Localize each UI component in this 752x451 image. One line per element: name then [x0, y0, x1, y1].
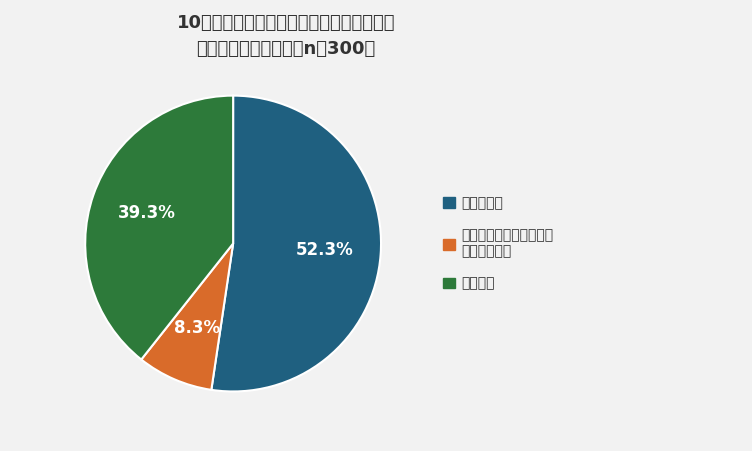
Wedge shape: [141, 244, 233, 390]
Wedge shape: [211, 96, 381, 391]
Text: 39.3%: 39.3%: [117, 204, 175, 222]
Wedge shape: [85, 96, 233, 359]
Text: 8.3%: 8.3%: [174, 319, 220, 337]
Legend: 知っている, いくら引き上げられるか
も知っている, 知らない: 知っている, いくら引き上げられるか も知っている, 知らない: [444, 196, 553, 291]
Text: 52.3%: 52.3%: [296, 241, 353, 259]
Text: 10月より最低賃金が引き上げられることを
知っていますか？　（n＝300）: 10月より最低賃金が引き上げられることを 知っていますか？ （n＝300）: [177, 14, 395, 58]
